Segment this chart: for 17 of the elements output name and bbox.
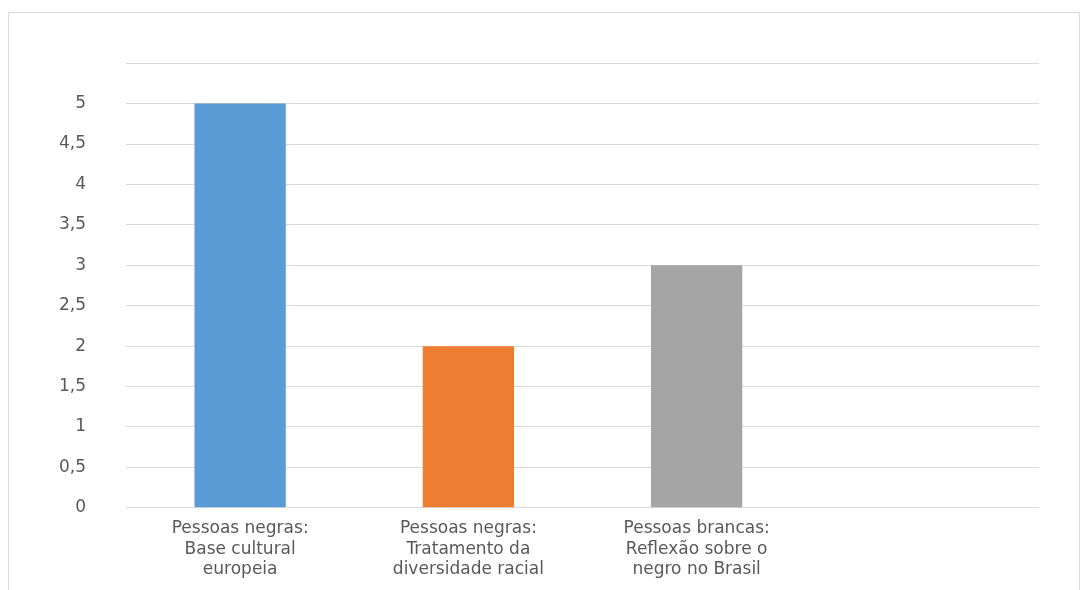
y-tick-label: 4,5 — [58, 132, 87, 153]
x-tick-label: Pessoas brancas: Reflexão sobre o negro no Brasil — [623, 517, 770, 579]
y-tick-label: 0 — [75, 496, 87, 517]
y-tick-label: 3,5 — [58, 213, 87, 234]
x-tick-label: Pessoas negras: Base cultural europeia — [171, 517, 309, 579]
x-tick-label: Pessoas negras: Tratamento da diversidade racial — [392, 517, 544, 579]
y-tick-label: 1 — [75, 415, 87, 436]
bar — [194, 103, 286, 508]
y-tick-label: 1,5 — [58, 374, 87, 395]
bar — [422, 346, 515, 508]
y-tick-label: 0,5 — [58, 455, 87, 476]
bar — [650, 265, 743, 508]
y-tick-label: 4 — [75, 172, 87, 193]
y-tick-label: 2,5 — [58, 294, 87, 315]
y-tick-label: 2 — [75, 334, 87, 355]
y-tick-label: 3 — [75, 253, 87, 274]
y-tick-label: 5 — [75, 92, 87, 113]
